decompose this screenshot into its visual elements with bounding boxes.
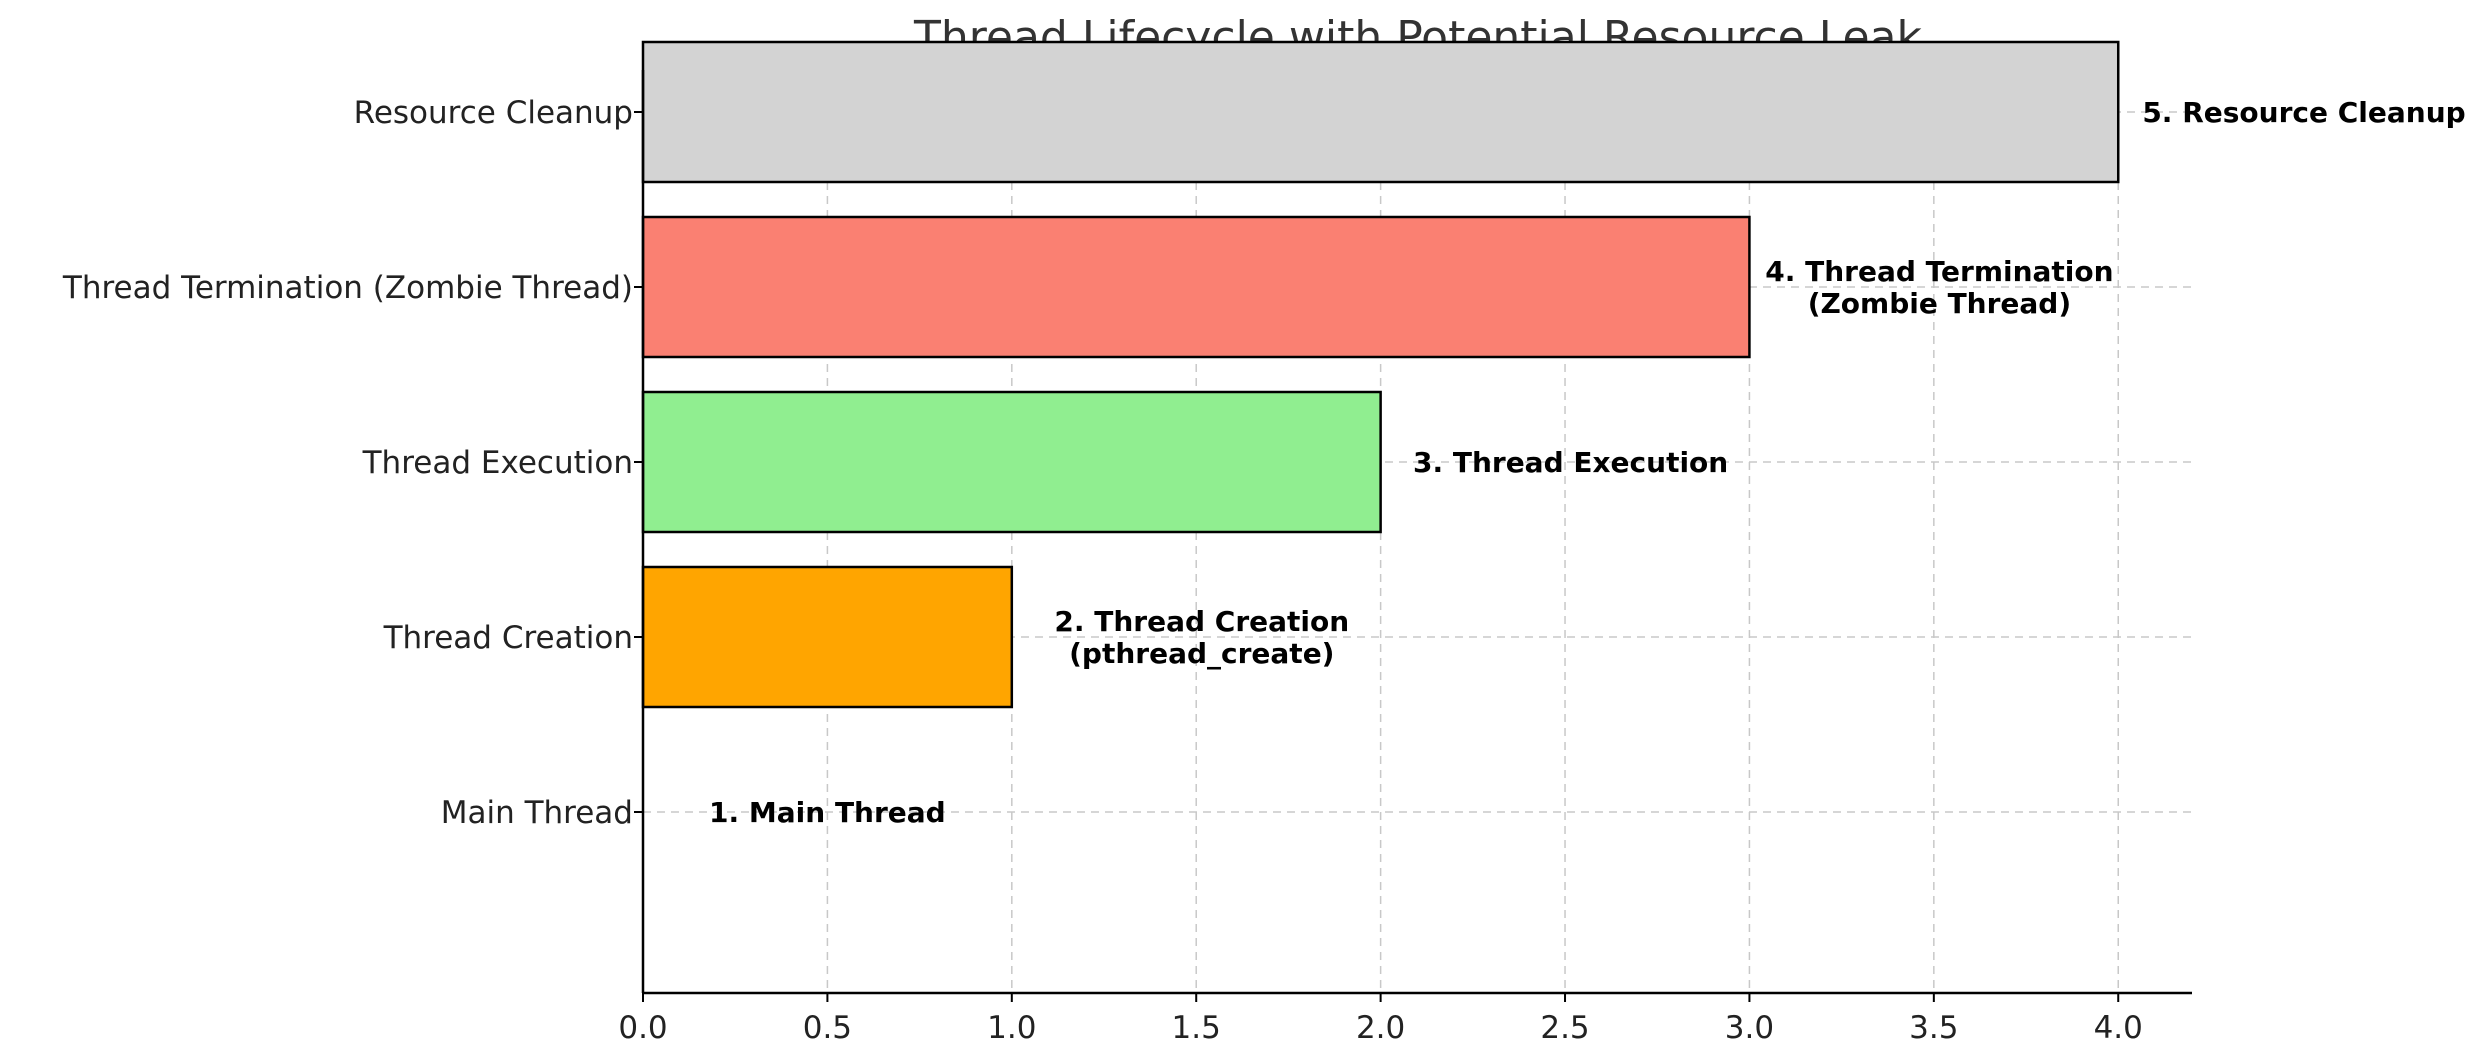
x-tick-label-4: 2.0 xyxy=(1356,1010,1405,1046)
data-label-0: 1. Main Thread xyxy=(709,796,946,829)
x-tick-label-3: 1.5 xyxy=(1172,1010,1221,1046)
category-label-3: Thread Termination (Zombie Thread) xyxy=(62,270,633,306)
category-label-1: Thread Creation xyxy=(383,620,633,656)
data-label-1: 2. Thread Creation (pthread_create) xyxy=(1054,605,1349,670)
axes xyxy=(634,70,2192,1002)
x-tick-label-6: 3.0 xyxy=(1725,1010,1774,1046)
x-tick-label-2: 1.0 xyxy=(987,1010,1036,1046)
category-label-0: Main Thread xyxy=(441,795,633,831)
bar-1 xyxy=(641,565,1014,709)
x-tick-label-5: 2.5 xyxy=(1540,1010,1589,1046)
x-tick-label-1: 0.5 xyxy=(803,1010,852,1046)
data-label-2: 3. Thread Execution xyxy=(1413,446,1728,479)
x-tick-label-0: 0.0 xyxy=(618,1010,667,1046)
category-label-4: Resource Cleanup xyxy=(354,95,633,131)
bar-2 xyxy=(641,390,1382,534)
bar-4 xyxy=(641,40,2120,184)
bars xyxy=(641,40,2120,709)
data-label-3: 4. Thread Termination (Zombie Thread) xyxy=(1765,255,2113,320)
bar-3 xyxy=(641,215,1751,359)
x-tick-label-7: 3.5 xyxy=(1909,1010,1958,1046)
x-tick-label-8: 4.0 xyxy=(2094,1010,2143,1046)
category-label-2: Thread Execution xyxy=(362,445,633,481)
data-label-4: 5. Resource Cleanup xyxy=(2142,96,2465,129)
labels: 0.0 0.5 1.0 1.5 2.0 2.5 3.0 3.5 4.0 Main Thread Th… xyxy=(62,95,2466,1046)
